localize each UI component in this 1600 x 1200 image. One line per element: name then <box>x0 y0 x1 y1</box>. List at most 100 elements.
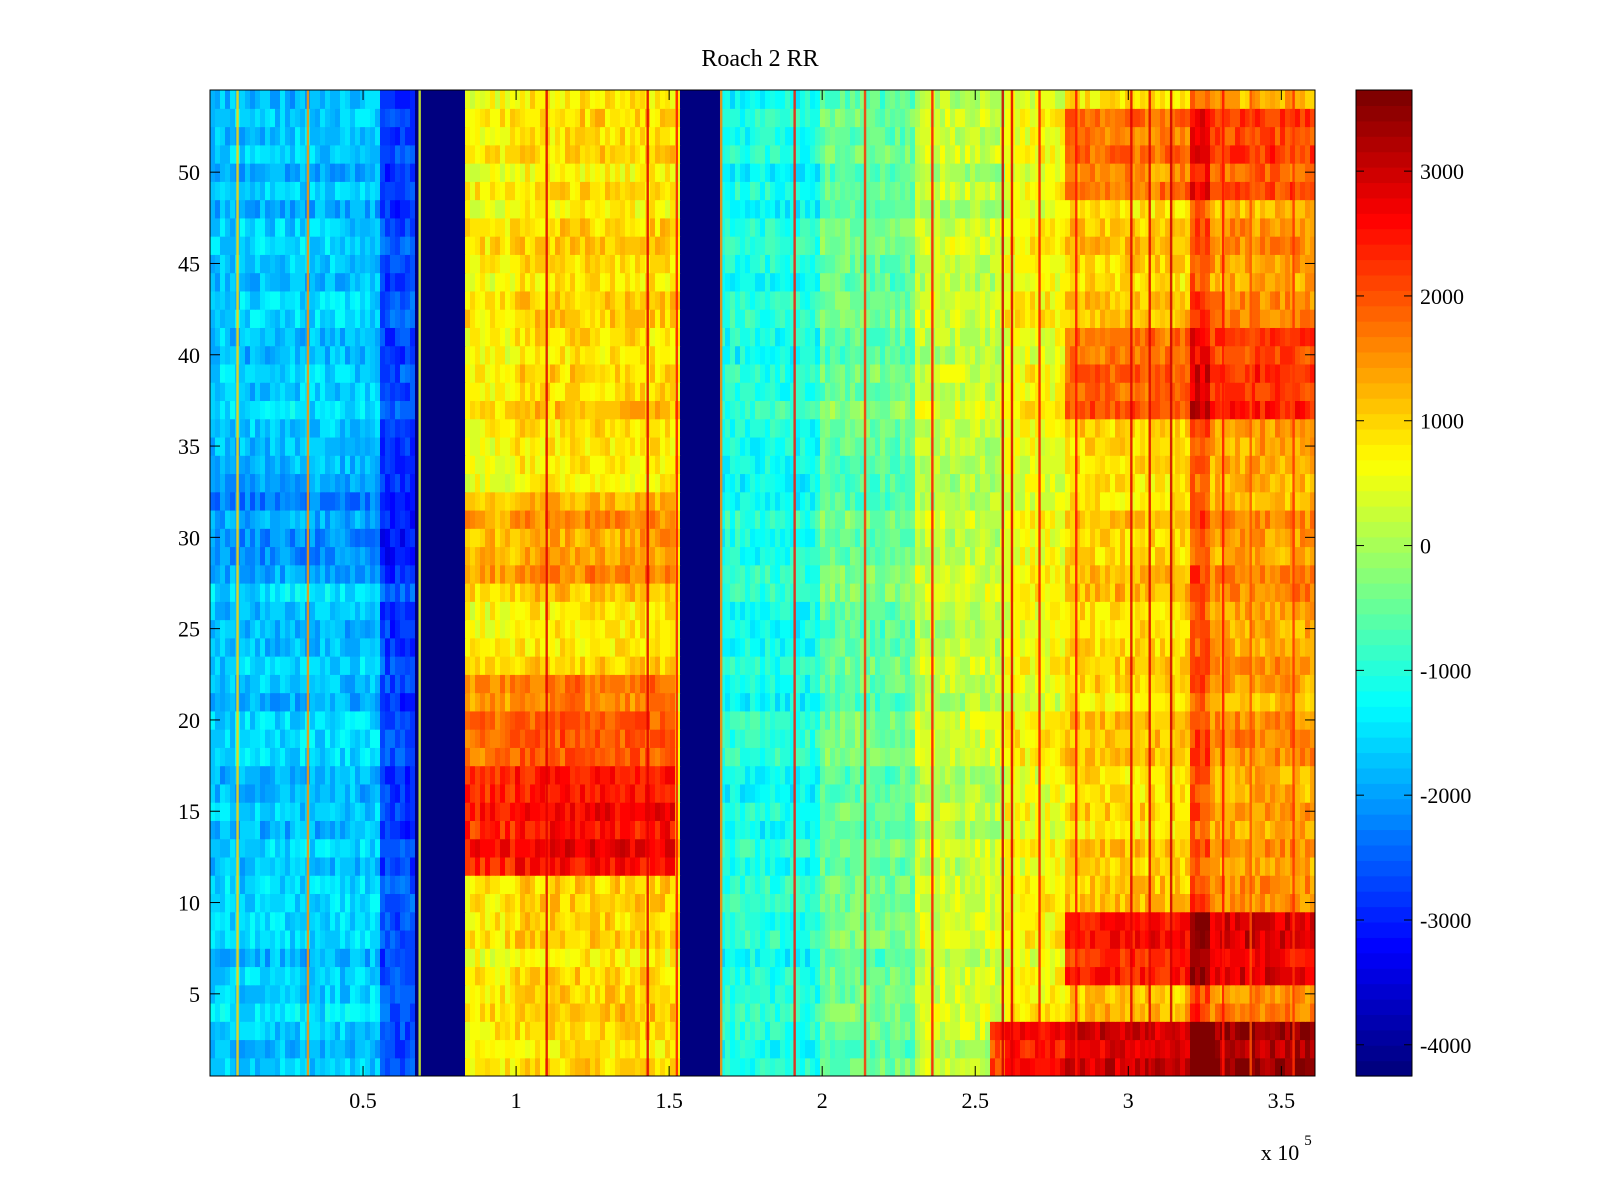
heatmap-cell <box>965 820 971 840</box>
heatmap-cell <box>475 966 481 986</box>
heatmap-cell <box>1085 948 1091 968</box>
heatmap-cell <box>415 729 421 748</box>
heatmap-cell <box>845 1002 851 1022</box>
heatmap-cell <box>270 911 276 931</box>
heatmap-cell <box>250 1057 256 1076</box>
heatmap-cell <box>575 1057 581 1076</box>
heatmap-cell <box>745 710 751 730</box>
heatmap-cell <box>525 802 531 821</box>
heatmap-cell <box>915 984 921 1004</box>
heatmap-cell <box>1265 911 1271 931</box>
heatmap-cell <box>975 729 981 748</box>
heatmap-cell <box>355 1021 361 1041</box>
heatmap-cell <box>880 710 886 730</box>
heatmap-cell <box>360 692 366 712</box>
heatmap-cell <box>1035 802 1041 821</box>
heatmap-cell <box>290 692 296 712</box>
heatmap-cell <box>925 802 931 821</box>
heatmap-cell <box>1225 1039 1231 1059</box>
heatmap-cell <box>380 911 386 931</box>
heatmap-cell <box>1085 856 1091 876</box>
heatmap-cell <box>720 984 726 1004</box>
heatmap-cell <box>895 893 901 913</box>
heatmap-cell <box>870 674 876 694</box>
heatmap-cell <box>1285 765 1291 785</box>
heatmap-cell <box>785 911 791 931</box>
heatmap-cell <box>1040 765 1046 785</box>
heatmap-cell <box>240 838 246 858</box>
heatmap-cell <box>365 747 371 767</box>
heatmap-cell <box>575 656 581 675</box>
heatmap-cell <box>345 783 351 803</box>
heatmap-cell <box>480 948 486 968</box>
heatmap-cell <box>580 1021 586 1041</box>
heatmap-cell <box>425 966 431 986</box>
heatmap-cell <box>860 802 866 821</box>
heatmap-cell <box>505 656 511 675</box>
heatmap-cell <box>515 875 521 895</box>
heatmap-cell <box>555 765 561 785</box>
heatmap-cell <box>565 1057 571 1076</box>
heatmap-cell <box>620 1039 626 1059</box>
heatmap-cell <box>795 893 801 913</box>
heatmap-cell <box>380 856 386 876</box>
heatmap-cell <box>580 820 586 840</box>
heatmap-cell <box>1310 875 1315 895</box>
heatmap-cell <box>1070 911 1076 931</box>
heatmap-cell <box>1310 674 1315 694</box>
heatmap-cell <box>350 911 356 931</box>
heatmap-cell <box>310 656 316 675</box>
heatmap-cell <box>950 1002 956 1022</box>
heatmap-cell <box>330 692 336 712</box>
heatmap-cell <box>735 966 741 986</box>
heatmap-cell <box>385 692 391 712</box>
heatmap-cell <box>920 984 926 1004</box>
heatmap-cell <box>605 783 611 803</box>
heatmap-cell <box>1295 729 1301 748</box>
heatmap-cell <box>790 729 796 748</box>
heatmap-cell <box>450 820 456 840</box>
heatmap-cell <box>490 674 496 694</box>
heatmap-cell <box>370 838 376 858</box>
heatmap-cell <box>1065 765 1071 785</box>
heatmap-cell <box>565 911 571 931</box>
heatmap-cell <box>450 893 456 913</box>
heatmap-cell <box>655 966 661 986</box>
heatmap-cell <box>245 656 251 675</box>
heatmap-cell <box>1085 1021 1091 1041</box>
heatmap-cell <box>700 674 706 694</box>
heatmap-cell <box>385 710 391 730</box>
heatmap-cell <box>1285 929 1291 949</box>
heatmap-cell <box>855 747 861 767</box>
heatmap-cell <box>745 692 751 712</box>
heatmap-cell <box>265 948 271 968</box>
heatmap-cell <box>820 948 826 968</box>
heatmap-cell <box>390 765 396 785</box>
heatmap-cell <box>285 1021 291 1041</box>
heatmap-cell <box>1105 747 1111 767</box>
heatmap-cell <box>540 674 546 694</box>
heatmap-cell <box>1035 838 1041 858</box>
heatmap-cell <box>595 856 601 876</box>
heatmap-cell <box>1150 966 1156 986</box>
heatmap-cell <box>615 838 621 858</box>
heatmap-cell <box>860 783 866 803</box>
heatmap-cell <box>715 893 721 913</box>
heatmap-cell <box>815 692 821 712</box>
heatmap-cell <box>1245 948 1251 968</box>
heatmap-cell <box>750 802 756 821</box>
heatmap-cell <box>500 692 506 712</box>
heatmap-cell <box>780 856 786 876</box>
heatmap-cell <box>1210 893 1216 913</box>
heatmap-cell <box>1015 802 1021 821</box>
heatmap-cell <box>915 893 921 913</box>
heatmap-cell <box>450 1057 456 1076</box>
heatmap-cell <box>355 802 361 821</box>
heatmap-cell <box>770 729 776 748</box>
heatmap-cell <box>610 692 616 712</box>
heatmap-cell <box>1090 1039 1096 1059</box>
heatmap-cell <box>210 765 216 785</box>
heatmap-cell <box>780 802 786 821</box>
heatmap-cell <box>900 875 906 895</box>
heatmap-cell <box>1180 729 1186 748</box>
